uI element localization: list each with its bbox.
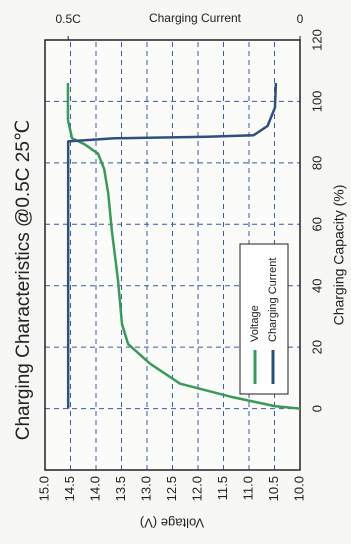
x-tick-label: 100 (309, 91, 324, 113)
x-tick-label: 40 (309, 278, 324, 292)
series-line (66, 82, 278, 409)
x-tick-label: 20 (309, 340, 324, 354)
legend-box (239, 243, 289, 395)
x-tick-label: 60 (309, 217, 324, 231)
plot-frame (44, 39, 301, 471)
rotated-chart: Charging Characteristics @0.5C 25℃ Volta… (13, 11, 347, 530)
plot-area (45, 40, 300, 470)
y-tick-label: 10.5 (266, 476, 281, 501)
y-tick-label: 14.5 (62, 476, 77, 501)
y2-tick-label: 0 (297, 12, 304, 26)
legend-label: Voltage (249, 305, 261, 342)
x-tick-label: 120 (309, 29, 324, 51)
legend-label: Charging Current (267, 258, 279, 342)
y-tick-label: 13.0 (138, 476, 153, 501)
y2-tick-label: 0.5C (56, 12, 82, 26)
x-tick-label: 0 (309, 405, 324, 412)
y-tick-label: 12.5 (164, 476, 179, 501)
y-tick-label: 11.0 (240, 476, 255, 500)
y-tick-label: 11.5 (215, 476, 230, 500)
y-tick-label: 10.0 (291, 476, 306, 501)
y-axis-label: Voltage (V) (140, 516, 204, 531)
y2-axis-label: Charging Current (149, 11, 242, 25)
x-axis-label: Charging Capacity (%) (331, 185, 347, 326)
y-tick-label: 15.0 (36, 476, 51, 501)
y-tick-label: 13.5 (113, 476, 128, 501)
y-tick-label: 14.0 (87, 476, 102, 501)
y-tick-label: 12.0 (189, 476, 204, 501)
x-tick-label: 80 (309, 156, 324, 170)
chart-title: Charging Characteristics @0.5C 25℃ (13, 120, 34, 440)
